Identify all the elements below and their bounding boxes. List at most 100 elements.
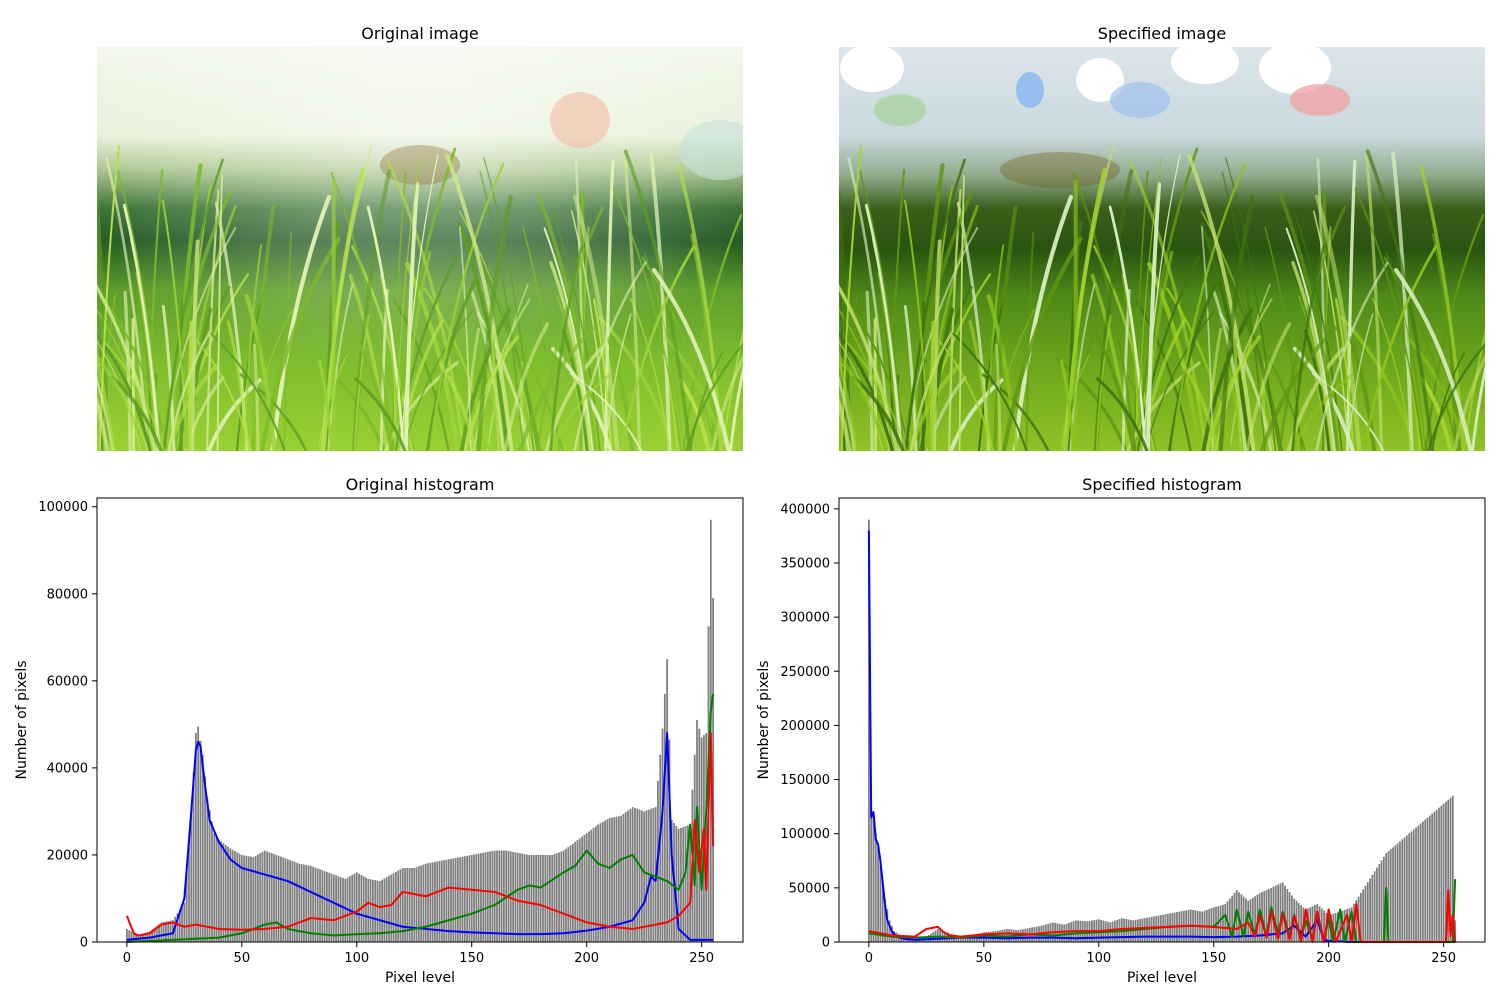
- histogram-bar: [1323, 910, 1325, 942]
- histogram-bar: [1263, 891, 1266, 942]
- histogram-bar: [231, 849, 234, 942]
- histogram-bar: [1403, 837, 1406, 942]
- histogram-bar: [1284, 885, 1286, 942]
- grass-blade: [1385, 252, 1427, 451]
- grass-blade: [543, 227, 595, 451]
- grass-blade: [110, 375, 163, 451]
- grass-blade: [995, 343, 1002, 451]
- histogram-bar: [422, 864, 425, 942]
- grass-blade: [353, 377, 407, 451]
- grass-blade: [873, 317, 878, 451]
- histogram-bar: [544, 854, 547, 942]
- histogram-bar: [190, 811, 193, 942]
- histogram-bar: [1217, 906, 1220, 942]
- histogram-bar: [884, 898, 886, 942]
- grass-blade: [347, 323, 394, 451]
- histogram-bar: [640, 810, 643, 942]
- grass-blade: [187, 320, 194, 451]
- histogram-bar: [1242, 896, 1245, 942]
- histogram-bar: [519, 853, 521, 942]
- histogram-bar: [523, 854, 526, 942]
- histogram-bar: [1300, 905, 1302, 942]
- histogram-bar: [325, 871, 328, 942]
- histogram-bar: [1159, 915, 1162, 942]
- histogram-bar: [1392, 847, 1394, 942]
- histogram-bar: [1150, 916, 1153, 942]
- x-tick-label: 200: [574, 951, 599, 966]
- histogram-bar: [571, 843, 574, 942]
- histogram-bar: [1212, 907, 1215, 942]
- histogram-bar: [342, 878, 344, 942]
- grass-blade: [348, 273, 389, 451]
- histogram-bar: [404, 868, 406, 942]
- histogram-bar: [183, 902, 186, 942]
- grass-blade: [544, 347, 603, 451]
- histogram-bar: [399, 869, 402, 942]
- grass-blade: [1314, 194, 1362, 451]
- histogram-bar: [661, 728, 664, 942]
- y-tick-label: 250000: [780, 665, 830, 680]
- histogram-bar: [1146, 917, 1148, 942]
- grass-blade: [1346, 159, 1357, 451]
- histogram-bar: [1346, 909, 1348, 942]
- histogram-bar: [328, 872, 331, 942]
- histogram-bar: [551, 854, 554, 942]
- grass-blade: [1471, 364, 1485, 451]
- grass-blade: [459, 308, 512, 451]
- histogram-bar: [629, 808, 632, 942]
- grass-blade: [405, 262, 460, 451]
- histogram-bar: [498, 850, 501, 942]
- histogram-bar: [1445, 801, 1447, 942]
- grass-blade: [162, 199, 188, 451]
- histogram-bar: [1415, 827, 1417, 942]
- histogram-bar: [125, 928, 128, 942]
- grass-blade: [386, 160, 466, 451]
- histogram-bar: [1438, 807, 1440, 942]
- histogram-bar: [537, 854, 540, 942]
- histogram-bar: [611, 817, 613, 942]
- grass-blade: [643, 252, 685, 451]
- grass-blade: [1334, 298, 1355, 451]
- grass-blade: [569, 372, 643, 451]
- histogram-bar: [353, 873, 356, 942]
- histogram-bar: [659, 754, 662, 942]
- x-tick-label: 0: [865, 951, 873, 966]
- histogram-bar: [1153, 916, 1155, 942]
- histogram-bar: [1410, 831, 1413, 942]
- histogram-bar: [482, 852, 485, 942]
- histogram-bar: [585, 833, 588, 942]
- histogram-bar: [229, 848, 232, 942]
- histogram-bar: [447, 859, 450, 942]
- histogram-bar: [275, 854, 278, 942]
- y-tick-label: 400000: [780, 502, 830, 517]
- histogram-bar: [330, 873, 333, 942]
- histogram-bar: [450, 858, 452, 942]
- grass-blade: [536, 206, 605, 451]
- x-tick-label: 150: [1201, 951, 1226, 966]
- histogram-bar: [516, 852, 519, 942]
- histogram-bar: [394, 871, 397, 942]
- histogram-bar: [358, 873, 360, 942]
- histogram-bar: [348, 876, 351, 942]
- histogram-bar: [307, 865, 310, 942]
- histogram-bar: [1394, 845, 1397, 942]
- grass-blade: [1264, 226, 1303, 451]
- histogram-bar: [634, 807, 636, 942]
- histogram-bar: [969, 935, 971, 942]
- grass-blade: [1167, 279, 1219, 451]
- histogram-bar: [636, 808, 639, 942]
- histogram-bar: [1277, 884, 1279, 942]
- grass-blade: [522, 226, 561, 451]
- histogram-bar: [1061, 924, 1063, 942]
- histogram-bar: [247, 856, 250, 942]
- grass-blade: [1348, 336, 1377, 451]
- grass-blade: [117, 170, 163, 451]
- histogram-bar: [1382, 856, 1385, 942]
- grass-blade: [1298, 296, 1333, 451]
- grass-blade: [1145, 182, 1162, 451]
- histogram-bar: [558, 852, 560, 942]
- histogram-bar: [1320, 908, 1323, 942]
- grass-blade: [549, 245, 584, 451]
- original-image-title: Original image: [361, 24, 479, 43]
- histogram-bar: [206, 798, 209, 942]
